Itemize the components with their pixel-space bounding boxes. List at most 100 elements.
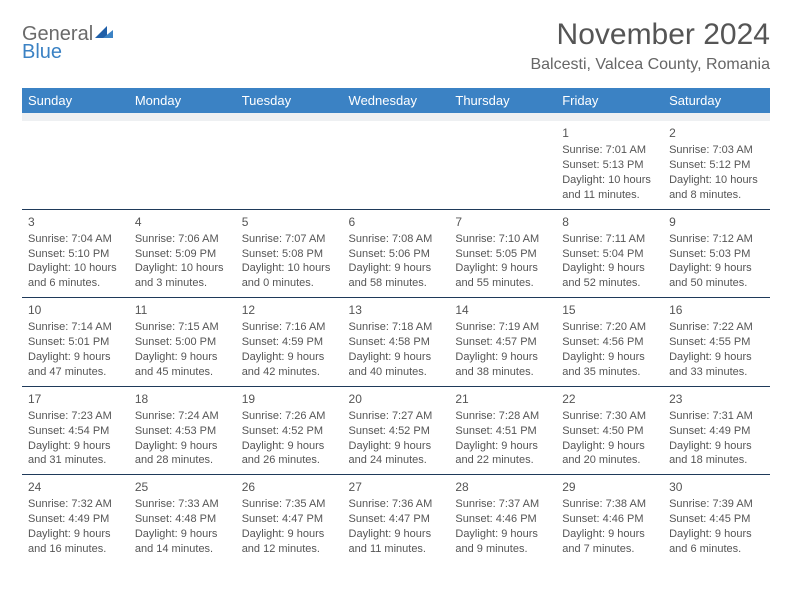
day-cell: 26Sunrise: 7:35 AMSunset: 4:47 PMDayligh… (236, 475, 343, 563)
daylight-text: Daylight: 9 hours and 26 minutes. (242, 439, 337, 469)
sunset-text: Sunset: 4:49 PM (669, 424, 764, 439)
daylight-text: Daylight: 9 hours and 9 minutes. (455, 527, 550, 557)
day-number: 3 (28, 214, 123, 230)
day-number: 17 (28, 391, 123, 407)
sunset-text: Sunset: 4:52 PM (349, 424, 444, 439)
daylight-text: Daylight: 9 hours and 33 minutes. (669, 350, 764, 380)
week-row: 1Sunrise: 7:01 AMSunset: 5:13 PMDaylight… (22, 121, 770, 209)
day-cell: 14 Sunrise: 7:19 AMSunset: 4:57 PMDayligh… (449, 298, 556, 387)
sunrise-text: Sunrise: 7:07 AM (242, 232, 337, 247)
day-cell (129, 121, 236, 209)
daylight-text: Daylight: 9 hours and 47 minutes. (28, 350, 123, 380)
day-cell: 21Sunrise: 7:28 AMSunset: 4:51 PMDayligh… (449, 386, 556, 475)
sunset-text: Sunset: 4:57 PM (455, 335, 550, 350)
day-cell: 17Sunrise: 7:23 AMSunset: 4:54 PMDayligh… (22, 386, 129, 475)
sunset-text: Sunset: 4:46 PM (455, 512, 550, 527)
sunrise-text: Sunrise: 7:31 AM (669, 409, 764, 424)
day-cell (343, 121, 450, 209)
week-row: 3Sunrise: 7:04 AMSunset: 5:10 PMDaylight… (22, 209, 770, 298)
location: Balcesti, Valcea County, Romania (530, 56, 770, 74)
day-cell: 7Sunrise: 7:10 AMSunset: 5:05 PMDaylight… (449, 209, 556, 298)
logo-sail-icon (93, 24, 113, 43)
daylight-text: Daylight: 9 hours and 31 minutes. (28, 439, 123, 469)
day-cell: 8Sunrise: 7:11 AMSunset: 5:04 PMDaylight… (556, 209, 663, 298)
weekday-header: Saturday (663, 88, 770, 113)
daylight-text: Daylight: 9 hours and 11 minutes. (349, 527, 444, 557)
day-number: 22 (562, 391, 657, 407)
day-cell: 10Sunrise: 7:14 AMSunset: 5:01 PMDayligh… (22, 298, 129, 387)
spacer-row (22, 113, 770, 121)
day-cell: 11Sunrise: 7:15 AMSunset: 5:00 PMDayligh… (129, 298, 236, 387)
sunset-text: Sunset: 5:03 PM (669, 247, 764, 262)
day-number: 21 (455, 391, 550, 407)
header: General Blue November 2024 Balcesti, Val… (22, 18, 770, 74)
sunset-text: Sunset: 4:50 PM (562, 424, 657, 439)
day-number: 18 (135, 391, 230, 407)
daylight-text: Daylight: 9 hours and 24 minutes. (349, 439, 444, 469)
sunrise-text: Sunrise: 7:01 AM (562, 143, 657, 158)
day-cell: 3Sunrise: 7:04 AMSunset: 5:10 PMDaylight… (22, 209, 129, 298)
sunset-text: Sunset: 5:12 PM (669, 158, 764, 173)
sunset-text: Sunset: 4:47 PM (242, 512, 337, 527)
sunrise-text: Sunrise: 7:35 AM (242, 497, 337, 512)
day-number: 28 (455, 479, 550, 495)
week-row: 17Sunrise: 7:23 AMSunset: 4:54 PMDayligh… (22, 386, 770, 475)
sunset-text: Sunset: 5:08 PM (242, 247, 337, 262)
sunset-text: Sunset: 4:52 PM (242, 424, 337, 439)
sunset-text: Sunset: 5:13 PM (562, 158, 657, 173)
day-number: 5 (242, 214, 337, 230)
daylight-text: Daylight: 9 hours and 14 minutes. (135, 527, 230, 557)
sunrise-text: Sunrise: 7:03 AM (669, 143, 764, 158)
sunrise-text: Sunrise: 7:32 AM (28, 497, 123, 512)
day-cell: 1 Sunrise: 7:01 AMSunset: 5:13 PMDaylight… (556, 121, 663, 209)
sunset-text: Sunset: 4:56 PM (562, 335, 657, 350)
day-number: 19 (242, 391, 337, 407)
daylight-text: Daylight: 10 hours and 11 minutes. (562, 173, 657, 203)
sunset-text: Sunset: 4:45 PM (669, 512, 764, 527)
day-number: 8 (562, 214, 657, 230)
day-cell (449, 121, 556, 209)
sunrise-text: Sunrise: 7:15 AM (135, 320, 230, 335)
daylight-text: Daylight: 9 hours and 40 minutes. (349, 350, 444, 380)
day-cell: 18Sunrise: 7:24 AMSunset: 4:53 PMDayligh… (129, 386, 236, 475)
day-cell: 19 Sunrise: 7:26 AMSunset: 4:52 PMDayligh… (236, 386, 343, 475)
day-cell: 23Sunrise: 7:31 AMSunset: 4:49 PMDayligh… (663, 386, 770, 475)
sunrise-text: Sunrise: 7:14 AM (28, 320, 123, 335)
sunset-text: Sunset: 4:46 PM (562, 512, 657, 527)
week-row: 24Sunrise: 7:32 AMSunset: 4:49 PMDayligh… (22, 475, 770, 563)
daylight-text: Daylight: 10 hours and 8 minutes. (669, 173, 764, 203)
day-number: 14 (455, 302, 550, 318)
day-number: 10 (28, 302, 123, 318)
day-number: 30 (669, 479, 764, 495)
daylight-text: Daylight: 9 hours and 52 minutes. (562, 261, 657, 291)
daylight-text: Daylight: 9 hours and 50 minutes. (669, 261, 764, 291)
day-number: 1 (562, 125, 657, 141)
day-number: 7 (455, 214, 550, 230)
daylight-text: Daylight: 9 hours and 18 minutes. (669, 439, 764, 469)
title-block: November 2024 Balcesti, Valcea County, R… (530, 18, 770, 74)
sunrise-text: Sunrise: 7:22 AM (669, 320, 764, 335)
sunset-text: Sunset: 5:05 PM (455, 247, 550, 262)
daylight-text: Daylight: 9 hours and 55 minutes. (455, 261, 550, 291)
day-cell: 15Sunrise: 7:20 AMSunset: 4:56 PMDayligh… (556, 298, 663, 387)
day-number: 26 (242, 479, 337, 495)
sunset-text: Sunset: 4:58 PM (349, 335, 444, 350)
day-cell: 22Sunrise: 7:30 AMSunset: 4:50 PMDayligh… (556, 386, 663, 475)
day-number: 12 (242, 302, 337, 318)
sunrise-text: Sunrise: 7:39 AM (669, 497, 764, 512)
sunrise-text: Sunrise: 7:26 AM (242, 409, 337, 424)
week-row: 10Sunrise: 7:14 AMSunset: 5:01 PMDayligh… (22, 298, 770, 387)
weekday-header-row: Sunday Monday Tuesday Wednesday Thursday… (22, 88, 770, 113)
daylight-text: Daylight: 9 hours and 6 minutes. (669, 527, 764, 557)
sunset-text: Sunset: 4:47 PM (349, 512, 444, 527)
day-number: 20 (349, 391, 444, 407)
day-number: 29 (562, 479, 657, 495)
sunrise-text: Sunrise: 7:24 AM (135, 409, 230, 424)
day-cell (22, 121, 129, 209)
daylight-text: Daylight: 9 hours and 20 minutes. (562, 439, 657, 469)
sunrise-text: Sunrise: 7:19 AM (455, 320, 550, 335)
day-number: 15 (562, 302, 657, 318)
daylight-text: Daylight: 9 hours and 16 minutes. (28, 527, 123, 557)
weekday-header: Monday (129, 88, 236, 113)
daylight-text: Daylight: 9 hours and 38 minutes. (455, 350, 550, 380)
